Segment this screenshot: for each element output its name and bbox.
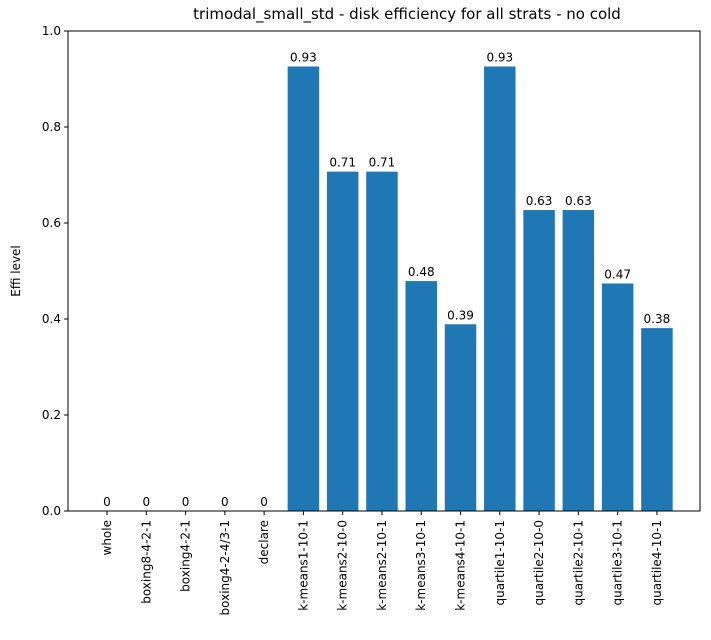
data-label: 0.39 [447,308,474,322]
x-tick-label: declare [257,520,271,564]
x-tick-label: boxing4-2-1 [179,520,193,592]
y-axis-ticks: 0.0 0.2 0.4 0.6 0.8 1.0 [42,24,68,518]
x-tick-label: k-means2-10-0 [336,520,350,611]
data-label: 0.71 [329,156,356,170]
x-tick-label: k-means1-10-1 [296,520,310,611]
plot-frame [67,30,701,512]
data-label: 0 [182,495,190,509]
y-tick-label: 0.2 [42,408,61,422]
bar-k-means4-10-1 [444,324,477,511]
chart-title: trimodal_small_std - disk efficiency for… [193,5,621,24]
x-tick-label: boxing8-4-2-1 [139,520,153,604]
data-label: 0.71 [369,156,396,170]
x-tick-label: quartile2-10-1 [571,520,585,605]
bar-quartile2-10-1 [562,210,595,512]
data-label: 0.47 [604,267,631,281]
x-tick-label: k-means2-10-1 [375,520,389,611]
y-tick-label: 0.0 [42,504,61,518]
data-label: 0.93 [290,51,317,65]
data-label: 0 [260,495,268,509]
bar-quartile4-10-1 [641,328,673,511]
x-tick-label: boxing4-2-4/3-1 [218,520,232,615]
bar-quartile2-10-0 [523,210,555,512]
bar-k-means1-10-1 [287,66,320,512]
bar-k-means2-10-1 [366,171,398,511]
x-axis-ticks: whole boxing8-4-2-1 boxing4-2-1 boxing4-2-4… [100,511,664,615]
y-tick-label: 0.8 [42,120,61,134]
data-label: 0.63 [565,194,592,208]
bar-k-means2-10-0 [326,171,359,511]
data-label: 0 [142,495,150,509]
data-label: 0.38 [644,312,671,326]
x-tick-label: quartile1-10-1 [493,520,507,605]
data-label: 0.48 [408,265,435,279]
data-labels-group: 0 0 0 0 0 0.93 0.71 0.71 0.48 0.39 0.93 0.63 0.63 0.4… [103,51,670,509]
bars-group [287,66,673,512]
x-tick-label: whole [100,520,114,555]
y-tick-label: 1.0 [42,24,61,38]
y-tick-label: 0.4 [42,312,61,326]
bar-quartile3-10-1 [601,283,634,511]
x-tick-label: quartile2-10-0 [532,520,546,605]
x-tick-label: quartile4-10-1 [650,520,664,605]
bar-quartile1-10-1 [484,66,516,512]
x-tick-label: quartile3-10-1 [611,520,625,605]
y-tick-label: 0.6 [42,216,61,230]
x-tick-label: k-means4-10-1 [454,520,468,611]
x-tick-label: k-means3-10-1 [414,520,428,611]
data-label: 0.63 [526,194,553,208]
data-label: 0.93 [486,51,513,65]
data-label: 0 [103,495,111,509]
bar-k-means3-10-1 [405,281,437,511]
data-label: 0 [221,495,229,509]
y-axis-label: Effi level [9,245,23,297]
